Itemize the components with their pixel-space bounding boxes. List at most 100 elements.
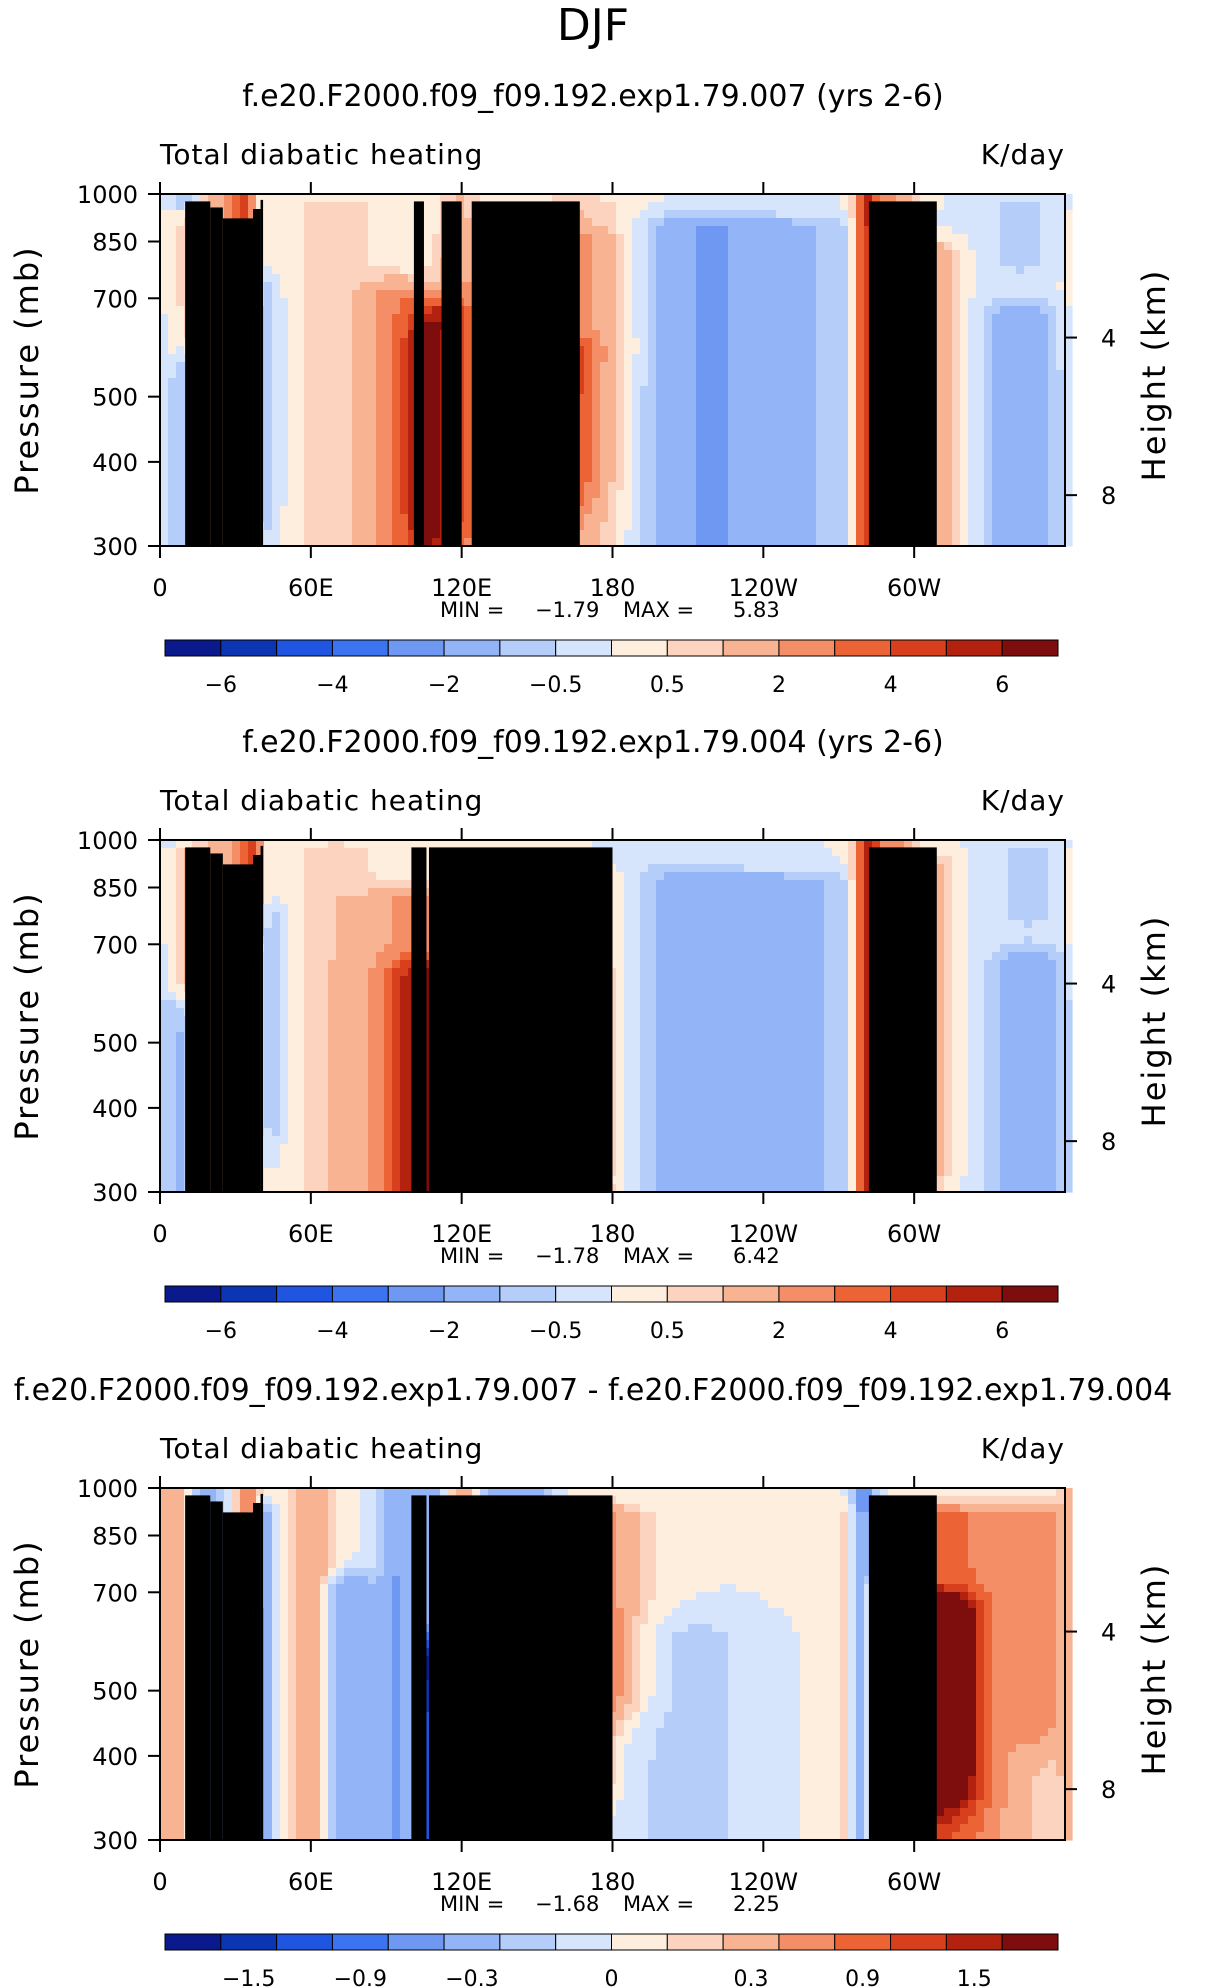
field-cell: [800, 194, 809, 203]
field-cell: [752, 258, 761, 267]
field-cell: [176, 322, 185, 331]
field-cell: [344, 386, 353, 395]
field-cell: [272, 514, 281, 523]
field-cell: [976, 242, 985, 251]
field-cell: [840, 386, 849, 395]
field-cell: [992, 450, 1001, 459]
field-cell: [304, 458, 313, 467]
field-cell: [816, 242, 825, 251]
field-cell: [296, 362, 305, 371]
field-cell: [648, 490, 657, 499]
field-cell: [760, 506, 769, 515]
field-cell: [936, 442, 945, 451]
field-cell: [240, 202, 249, 211]
field-cell: [864, 378, 873, 387]
field-cell: [400, 490, 409, 499]
field-cell: [624, 210, 633, 219]
field-cell: [1056, 362, 1065, 371]
field-cell: [840, 218, 849, 227]
field-cell: [608, 266, 617, 275]
field-cell: [832, 394, 841, 403]
field-cell: [704, 482, 713, 491]
field-cell: [424, 194, 433, 203]
field-cell: [368, 498, 377, 507]
field-cell: [600, 346, 609, 355]
field-cell: [864, 394, 873, 403]
field-cell: [800, 410, 809, 419]
field-cell: [264, 378, 273, 387]
field-cell: [360, 378, 369, 387]
field-cell: [608, 402, 617, 411]
field-cell: [280, 290, 289, 299]
field-cell: [752, 426, 761, 435]
field-cell: [272, 298, 281, 307]
field-cell: [864, 314, 873, 323]
field-cell: [944, 506, 953, 515]
field-cell: [616, 458, 625, 467]
field-cell: [360, 522, 369, 531]
field-cell: [600, 258, 609, 267]
field-cell: [432, 442, 441, 451]
field-cell: [312, 218, 321, 227]
field-cell: [312, 522, 321, 531]
field-cell: [736, 490, 745, 499]
field-cell: [624, 482, 633, 491]
field-cell: [352, 258, 361, 267]
field-cell: [576, 314, 585, 323]
field-cell: [576, 210, 585, 219]
field-cell: [360, 450, 369, 459]
field-cell: [376, 418, 385, 427]
field-cell: [824, 306, 833, 315]
field-cell: [776, 474, 785, 483]
field-cell: [1040, 330, 1049, 339]
field-cell: [704, 498, 713, 507]
field-cell: [328, 290, 337, 299]
field-cell: [352, 210, 361, 219]
field-cell: [360, 266, 369, 275]
field-cell: [320, 458, 329, 467]
field-cell: [352, 490, 361, 499]
field-cell: [568, 194, 577, 203]
field-cell: [352, 250, 361, 259]
field-cell: [376, 314, 385, 323]
field-cell: [672, 378, 681, 387]
field-cell: [576, 490, 585, 499]
field-cell: [272, 338, 281, 347]
field-cell: [760, 538, 769, 547]
field-cell: [1056, 314, 1065, 323]
field-cell: [736, 458, 745, 467]
field-cell: [808, 530, 817, 539]
field-cell: [320, 538, 329, 547]
field-cell: [944, 530, 953, 539]
field-cell: [1000, 314, 1009, 323]
field-cell: [360, 194, 369, 203]
field-cell: [648, 474, 657, 483]
field-cell: [856, 282, 865, 291]
field-cell: [832, 458, 841, 467]
field-cell: [744, 394, 753, 403]
field-cell: [736, 346, 745, 355]
field-cell: [984, 402, 993, 411]
field-cell: [624, 354, 633, 363]
field-cell: [1040, 338, 1049, 347]
field-cell: [624, 450, 633, 459]
field-cell: [576, 282, 585, 291]
field-cell: [688, 514, 697, 523]
field-cell: [400, 434, 409, 443]
field-cell: [1016, 282, 1025, 291]
field-cell: [688, 458, 697, 467]
field-cell: [712, 242, 721, 251]
field-cell: [800, 506, 809, 515]
field-cell: [176, 378, 185, 387]
field-cell: [976, 282, 985, 291]
field-cell: [696, 274, 705, 283]
field-cell: [296, 386, 305, 395]
field-cell: [1056, 338, 1065, 347]
field-cell: [816, 346, 825, 355]
field-cell: [712, 218, 721, 227]
field-cell: [800, 210, 809, 219]
field-cell: [880, 194, 889, 203]
field-cell: [760, 530, 769, 539]
field-cell: [1024, 402, 1033, 411]
field-cell: [680, 530, 689, 539]
